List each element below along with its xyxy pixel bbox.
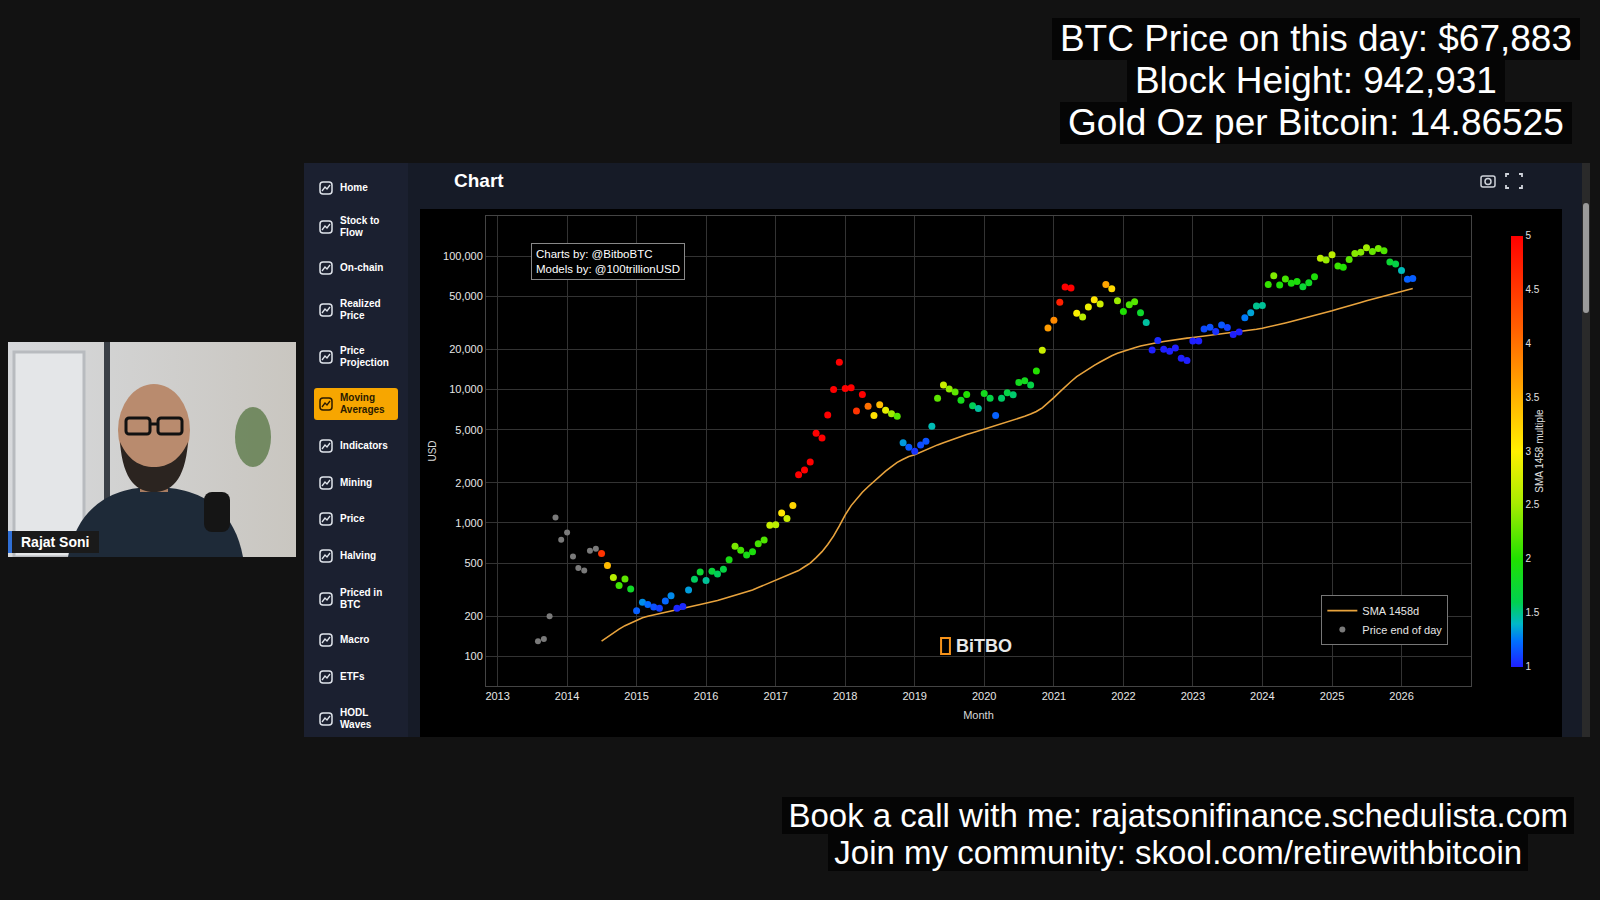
svg-text:2021: 2021 [1042,690,1066,702]
html-text:Price: Price [340,513,365,524]
html-text:Book a call with me: rajatsoni: Book a call with me: rajatsonifinance.sc… [788,797,1568,834]
svg-text:1.5: 1.5 [1526,607,1540,618]
svg-text:2: 2 [1526,553,1532,564]
svg-text:Price end of day: Price end of day [1362,624,1442,636]
svg-text:1: 1 [1526,661,1532,672]
svg-text:100,000: 100,000 [443,250,483,262]
html-text:Indicators: Indicators [340,440,388,451]
svg-text:Charts by: @BitboBTCModels by:: Charts by: @BitboBTCModels by: @100trill… [536,248,680,275]
html-text:HODL Waves: HODL Waves [340,707,372,730]
html-text:On-chain: On-chain [340,262,384,273]
svg-text:SMA 1458d: SMA 1458d [1362,605,1419,617]
svg-text:BiTBO: BiTBO [956,636,1012,656]
svg-text:USD: USD [427,440,438,461]
svg-text:2016: 2016 [694,690,718,702]
html-text:Rajat Soni: Rajat Soni [21,534,90,550]
svg-text:2017: 2017 [764,690,788,702]
html-text:Halving: Halving [340,550,377,561]
svg-text:3.5: 3.5 [1526,392,1540,403]
html-text:Home: Home [340,182,368,193]
html-text:Price Projection: Price Projection [340,345,389,368]
svg-text:Month: Month [963,709,994,721]
html-text:BTC Price on this day: $67,883: BTC Price on this day: $67,883 [1059,18,1572,59]
svg-text:500: 500 [464,557,482,569]
html-text:Moving Averages: Moving Averages [340,392,385,415]
html-text:ETFs: ETFs [340,671,365,682]
svg-text:3: 3 [1526,446,1532,457]
svg-text:5: 5 [1526,230,1532,241]
html-text:Gold Oz per Bitcoin: 14.86525: Gold Oz per Bitcoin: 14.86525 [1068,102,1564,143]
svg-text:1,000: 1,000 [455,517,483,529]
html-text:Realized Price: Realized Price [340,298,381,321]
svg-text:2018: 2018 [833,690,857,702]
svg-text:2023: 2023 [1181,690,1205,702]
svg-text:SMA 1458 multiple: SMA 1458 multiple [1534,409,1545,493]
svg-text:2014: 2014 [555,690,579,702]
html-text:Join my community: skool.com/r: Join my community: skool.com/retirewithb… [834,834,1523,871]
svg-text:2013: 2013 [485,690,509,702]
html-text:Block Height: 942,931: Block Height: 942,931 [1134,60,1497,101]
svg-text:10,000: 10,000 [449,383,483,395]
svg-text:2019: 2019 [902,690,926,702]
svg-text:2025: 2025 [1320,690,1344,702]
svg-text:2020: 2020 [972,690,996,702]
svg-text:2.5: 2.5 [1526,499,1540,510]
svg-text:4.5: 4.5 [1526,284,1540,295]
svg-text:200: 200 [464,610,482,622]
svg-text:5,000: 5,000 [455,424,483,436]
svg-text:20,000: 20,000 [449,343,483,355]
svg-text:2,000: 2,000 [455,477,483,489]
svg-text:2015: 2015 [624,690,648,702]
svg-text:2022: 2022 [1111,690,1135,702]
svg-text:4: 4 [1526,338,1532,349]
html-text:Stock to Flow: Stock to Flow [340,215,380,238]
svg-text:100: 100 [464,650,482,662]
html-text:Mining: Mining [340,477,373,488]
svg-text:50,000: 50,000 [449,290,483,302]
html-text:Priced in BTC: Priced in BTC [340,587,383,610]
svg-text:2024: 2024 [1250,690,1274,702]
html-text:Macro: Macro [340,634,370,645]
html-text:Chart: Chart [454,170,504,191]
svg-text:2026: 2026 [1389,690,1413,702]
